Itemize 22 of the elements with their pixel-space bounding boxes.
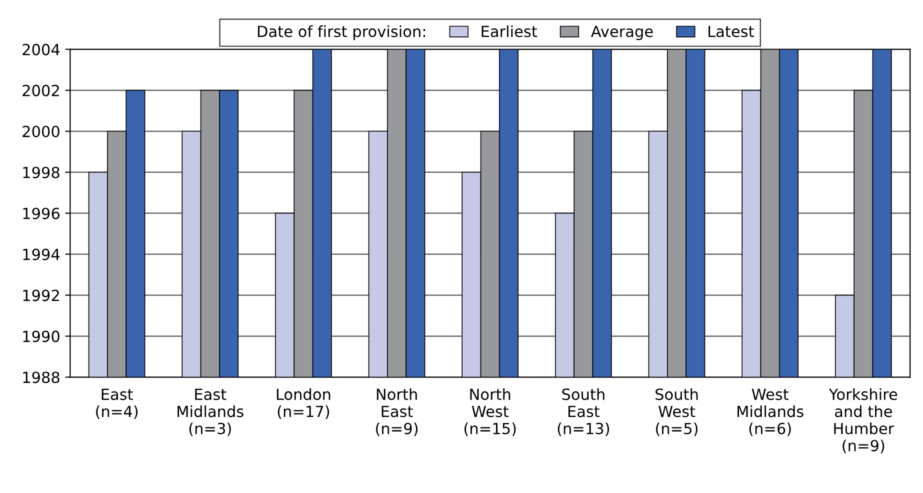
- y-tick-label: 1990: [23, 330, 60, 342]
- legend-label: Average: [590, 26, 653, 40]
- y-tick-label: 2002: [22, 84, 59, 96]
- x-tick-label: South West (n=5): [656, 388, 698, 436]
- x-tick-label: South East (n=13): [558, 388, 610, 436]
- x-tick-label: North West (n=15): [464, 388, 516, 436]
- x-tick-label: East (n=4): [96, 388, 138, 419]
- y-tick-label: 1996: [23, 208, 60, 220]
- y-tick-label: 1994: [23, 248, 60, 260]
- y-tick-label: 2004: [22, 44, 60, 56]
- y-tick-label: 1998: [23, 166, 60, 178]
- y-tick-label: 1992: [23, 290, 59, 302]
- x-tick-label: London (n=17): [276, 388, 330, 419]
- x-tick-label: Yorkshire and the Humber (n=9): [828, 388, 898, 454]
- x-tick-label: North East (n=9): [376, 388, 418, 436]
- legend-label: Latest: [708, 26, 754, 38]
- y-tick-label: 2000: [22, 126, 60, 138]
- y-tick-label: 1988: [23, 372, 60, 384]
- x-tick-label: East Midlands (n=3): [178, 388, 244, 436]
- legend-label: Earliest: [482, 25, 538, 38]
- x-tick-label: West Midlands (n=6): [738, 388, 804, 436]
- legend-title: Date of first provision:: [258, 25, 426, 40]
